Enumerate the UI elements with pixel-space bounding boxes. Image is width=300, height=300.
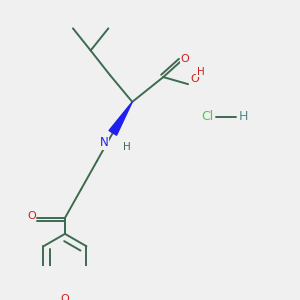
Text: N: N xyxy=(100,136,108,149)
Text: O: O xyxy=(61,294,69,300)
Text: H: H xyxy=(238,110,248,123)
Text: O: O xyxy=(180,54,189,64)
Text: H: H xyxy=(196,67,204,77)
Text: H: H xyxy=(123,142,131,152)
Polygon shape xyxy=(109,102,132,135)
Text: Cl: Cl xyxy=(202,110,214,123)
Text: O: O xyxy=(27,211,36,221)
Text: O: O xyxy=(191,74,200,84)
